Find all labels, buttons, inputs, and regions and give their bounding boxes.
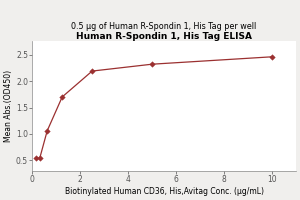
Y-axis label: Mean Abs.(OD450): Mean Abs.(OD450) bbox=[4, 70, 13, 142]
Point bbox=[45, 129, 50, 132]
Point bbox=[34, 157, 38, 160]
Point bbox=[37, 157, 42, 160]
Point bbox=[90, 69, 94, 73]
X-axis label: Biotinylated Human CD36, His,Avitag Conc. (μg/mL): Biotinylated Human CD36, His,Avitag Conc… bbox=[64, 187, 263, 196]
Point bbox=[150, 63, 154, 66]
Text: 0.5 μg of Human R-Spondin 1, His Tag per well: 0.5 μg of Human R-Spondin 1, His Tag per… bbox=[71, 22, 257, 31]
Point bbox=[269, 55, 274, 58]
Point bbox=[60, 95, 64, 99]
Title: Human R-Spondin 1, His Tag ELISA: Human R-Spondin 1, His Tag ELISA bbox=[76, 32, 252, 41]
